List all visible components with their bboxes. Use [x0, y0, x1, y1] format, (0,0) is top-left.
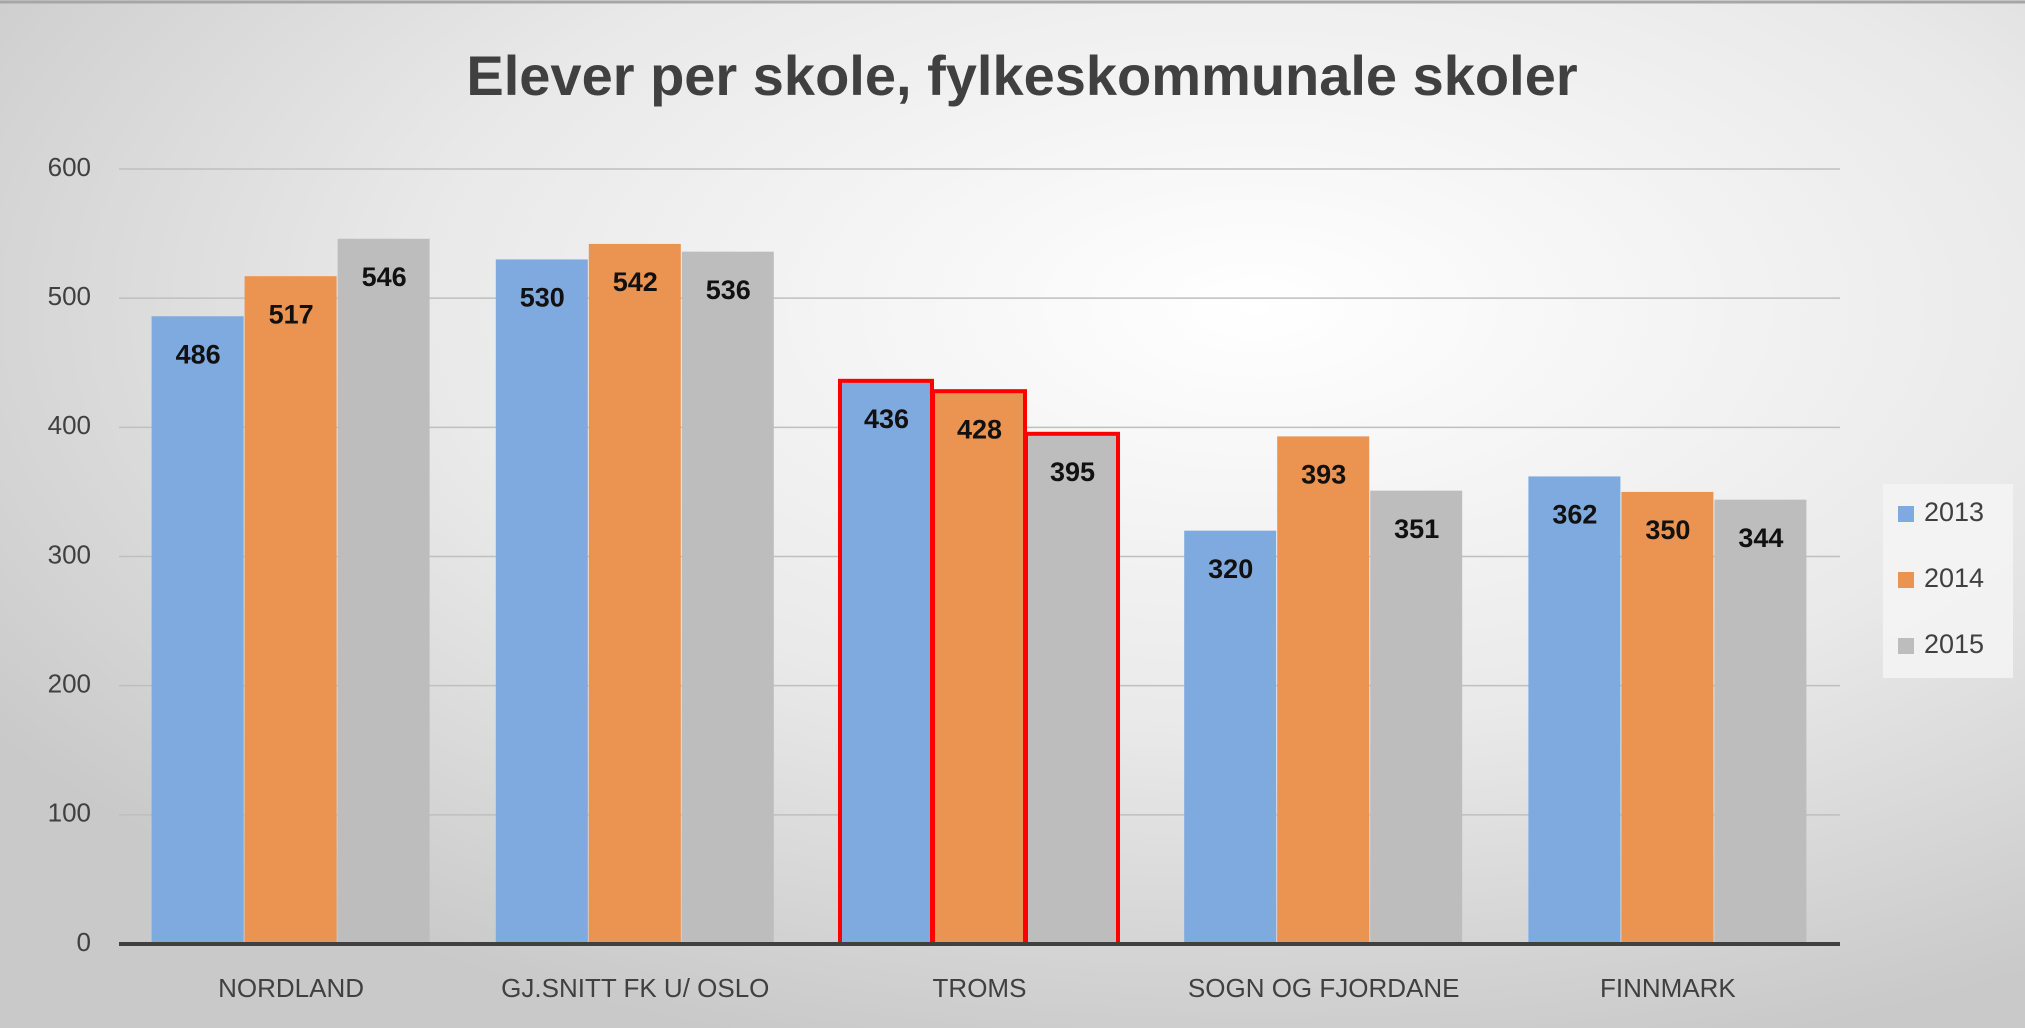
bar [244, 276, 337, 944]
x-tick-label: GJ.SNITT FK U/ OSLO [501, 973, 769, 1003]
data-label: 428 [957, 414, 1002, 444]
data-label: 362 [1552, 500, 1597, 530]
bar [588, 243, 681, 944]
data-label: 320 [1208, 554, 1253, 584]
legend-marker [1898, 638, 1914, 654]
y-tick-label: 100 [48, 798, 91, 828]
chart-title: Elever per skole, fylkeskommunale skoler [466, 44, 1577, 107]
bar [1528, 476, 1621, 944]
data-label: 344 [1738, 523, 1783, 553]
bar [1024, 431, 1120, 946]
legend-label: 2013 [1924, 497, 1984, 527]
bar [1184, 530, 1277, 944]
y-tick-label: 600 [48, 152, 91, 182]
bar [1714, 499, 1807, 944]
data-label: 351 [1394, 514, 1439, 544]
bar [1370, 490, 1463, 944]
bar [838, 378, 934, 947]
data-label: 530 [520, 283, 565, 313]
bar [1621, 491, 1714, 944]
y-tick-label: 0 [77, 927, 91, 957]
y-tick-label: 500 [48, 281, 91, 311]
bar [931, 389, 1027, 946]
legend-label: 2015 [1924, 629, 1984, 659]
legend-marker [1898, 506, 1914, 522]
bar [151, 316, 244, 944]
data-label: 536 [706, 275, 751, 305]
data-label: 395 [1050, 457, 1095, 487]
legend-marker [1898, 572, 1914, 588]
x-tick-label: TROMS [933, 973, 1027, 1003]
y-tick-label: 400 [48, 410, 91, 440]
data-label: 486 [176, 339, 221, 369]
data-label: 350 [1645, 515, 1690, 545]
data-label: 546 [362, 262, 407, 292]
data-label: 517 [269, 299, 314, 329]
y-tick-label: 300 [48, 539, 91, 569]
bar [495, 259, 588, 945]
x-tick-label: FINNMARK [1600, 973, 1736, 1003]
x-tick-label: NORDLAND [218, 973, 364, 1003]
bar [1277, 436, 1370, 944]
x-tick-label: SOGN OG FJORDANE [1188, 973, 1460, 1003]
bar [681, 251, 774, 944]
data-label: 393 [1301, 460, 1346, 490]
data-label: 436 [864, 404, 909, 434]
bar [337, 238, 430, 944]
legend-label: 2014 [1924, 563, 1984, 593]
data-label: 542 [613, 267, 658, 297]
y-tick-label: 200 [48, 669, 91, 699]
